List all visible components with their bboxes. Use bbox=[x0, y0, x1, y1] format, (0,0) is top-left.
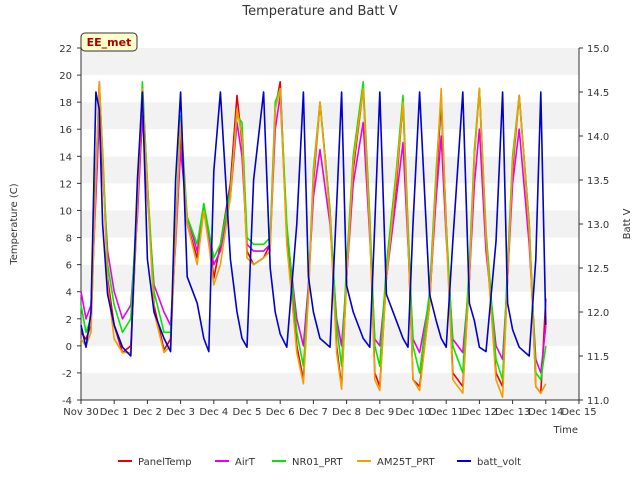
tick-labels: -4 -2 0 2 4 6 8 10 12 14 16 18 20 22 11.0 11.5 12.0 12.5 1… bbox=[59, 44, 609, 418]
grid-band bbox=[81, 129, 579, 157]
y2-tick-label: 11.5 bbox=[587, 352, 609, 363]
y2-tick-label: 13.5 bbox=[587, 176, 609, 187]
x-tick-label: Dec 12 bbox=[462, 407, 497, 418]
x-tick-label: Dec 7 bbox=[299, 407, 328, 418]
y2-tick-label: 14.0 bbox=[587, 132, 609, 143]
y-tick-label: 2 bbox=[66, 315, 72, 326]
x-tick-label: Dec 4 bbox=[199, 407, 228, 418]
y-tick-label: -4 bbox=[62, 396, 72, 407]
y-tick-label: 16 bbox=[59, 125, 72, 136]
y-tick-label: 0 bbox=[66, 342, 72, 353]
x-tick-label: Dec 9 bbox=[365, 407, 394, 418]
site-label-background bbox=[80, 32, 138, 52]
grid-band bbox=[81, 156, 579, 184]
y-tick-label: 18 bbox=[59, 98, 72, 109]
y-tick-label: 8 bbox=[66, 234, 72, 245]
y-tick-label: 20 bbox=[59, 71, 72, 82]
grid-band bbox=[81, 237, 579, 265]
y-tick-label: -2 bbox=[62, 369, 72, 380]
x-tick-label: Dec 14 bbox=[528, 407, 563, 418]
grid-band bbox=[81, 372, 579, 400]
chart-title: Temperature and Batt V bbox=[241, 4, 397, 19]
x-tick-label: Dec 5 bbox=[233, 407, 262, 418]
grid-band bbox=[81, 102, 579, 130]
x-tick-label: Dec 3 bbox=[166, 407, 195, 418]
axes bbox=[77, 47, 583, 404]
y-tick-label: 4 bbox=[66, 288, 72, 299]
x-tick-label: Dec 6 bbox=[266, 407, 295, 418]
plot-area bbox=[80, 81, 547, 399]
site-label: EE_met bbox=[87, 36, 132, 49]
x-tick-label: Dec 8 bbox=[332, 407, 361, 418]
legend-label: NR01_PRT bbox=[292, 457, 343, 468]
x-tick-label: Dec 15 bbox=[561, 407, 596, 418]
x-tick-label: Dec 13 bbox=[495, 407, 530, 418]
y2-tick-label: 12.5 bbox=[587, 264, 609, 275]
y-tick-label: 22 bbox=[59, 44, 72, 55]
y2-tick-label: 11.0 bbox=[587, 396, 609, 407]
y2-tick-label: 15.0 bbox=[587, 44, 609, 55]
legend-label: AirT bbox=[235, 457, 256, 468]
grid-band bbox=[81, 48, 579, 76]
series-line-batt-volt bbox=[80, 91, 547, 357]
y-tick-label: 6 bbox=[66, 261, 72, 272]
y2-tick-label: 14.5 bbox=[587, 88, 609, 99]
grid-band bbox=[81, 291, 579, 319]
x-axis-label: Time bbox=[553, 425, 578, 436]
y-tick-label: 10 bbox=[59, 206, 72, 217]
x-tick-label: Nov 30 bbox=[63, 407, 98, 418]
y2-axis-label: Batt V bbox=[622, 208, 633, 239]
legend-label: PanelTemp bbox=[138, 457, 192, 468]
legend: PanelTemp AirT NR01_PRT AM25T_PRT batt_volt bbox=[118, 457, 521, 468]
y-axis-label: Temperature (C) bbox=[9, 183, 20, 265]
x-tick-label: Dec 11 bbox=[429, 407, 464, 418]
x-tick-label: Dec 10 bbox=[395, 407, 430, 418]
grid-band bbox=[81, 264, 579, 292]
x-tick-label: Dec 2 bbox=[133, 407, 162, 418]
y-tick-label: 12 bbox=[59, 179, 72, 190]
y-tick-label: 14 bbox=[59, 152, 72, 163]
legend-label: batt_volt bbox=[477, 457, 521, 468]
legend-label: AM25T_PRT bbox=[377, 457, 436, 468]
y2-tick-label: 12.0 bbox=[587, 308, 609, 319]
grid-band bbox=[81, 75, 579, 103]
y2-tick-label: 13.0 bbox=[587, 220, 609, 231]
site-label-box: EE_met bbox=[80, 32, 138, 52]
x-tick-label: Dec 1 bbox=[100, 407, 129, 418]
